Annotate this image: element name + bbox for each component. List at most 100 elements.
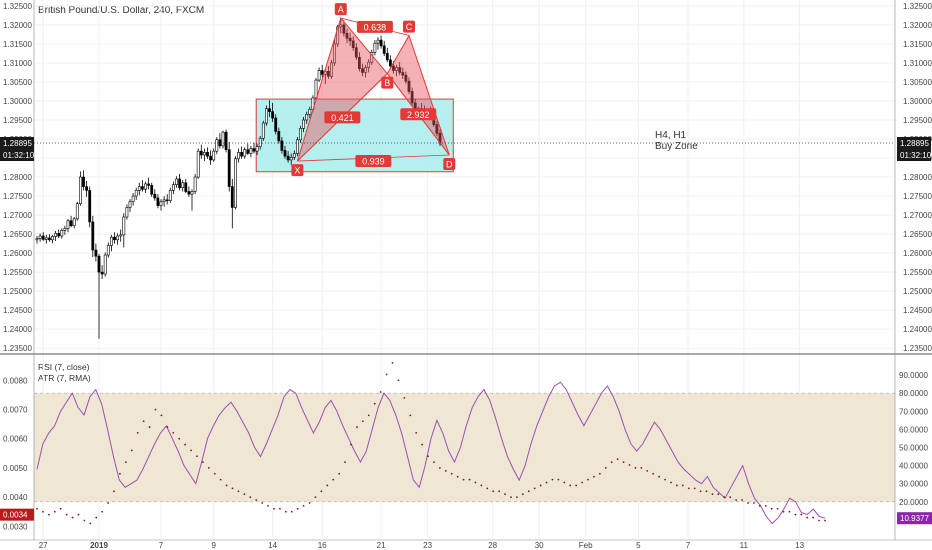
candle-body <box>234 158 237 208</box>
candle-body <box>305 113 309 121</box>
last-price-right-bg <box>897 137 931 150</box>
atr-dot <box>593 475 595 478</box>
atr-dot <box>166 426 169 428</box>
atr-dot <box>107 502 109 504</box>
price-tick-left: 1.26000 <box>3 249 32 258</box>
atr-dot <box>296 507 299 510</box>
pattern-point-b-bg <box>381 76 394 89</box>
candle-body <box>97 255 101 273</box>
price-tick-right: 1.25500 <box>903 268 932 277</box>
price-tick-right: 1.27000 <box>903 211 932 220</box>
candle-body <box>227 149 231 187</box>
candle-body <box>280 140 284 151</box>
atr-dot <box>225 484 228 487</box>
price-tick-right: 1.24000 <box>903 325 932 334</box>
candle-body <box>100 271 104 275</box>
candle-body <box>357 56 361 69</box>
candle-body <box>221 131 225 147</box>
price-tick-left: 1.31000 <box>3 59 32 68</box>
atr-dot <box>747 502 749 504</box>
atr-dot <box>302 504 305 507</box>
price-tick-left: 1.27500 <box>3 192 32 201</box>
x-tick-label: Feb <box>579 541 593 550</box>
atr-dot <box>510 496 512 499</box>
candle-body <box>333 43 337 64</box>
atr-dot <box>794 513 797 516</box>
x-tick-label: 13 <box>795 541 804 550</box>
atr-dot <box>717 493 720 496</box>
candle-body <box>91 221 95 251</box>
atr-dot <box>474 481 477 484</box>
atr-dot <box>628 464 631 466</box>
last-price-left-bg <box>0 137 34 150</box>
candle-body <box>184 182 188 192</box>
pattern-point-a-bg <box>334 3 347 16</box>
atr-dot <box>806 516 809 519</box>
atr-series <box>36 361 826 525</box>
x-tick-label: 11 <box>740 541 749 550</box>
candle-body <box>181 182 185 188</box>
atr-legend: ATR (7, RMA) <box>38 373 91 383</box>
atr-dot <box>664 478 666 481</box>
rsi-current-value: 10.9377 <box>900 514 929 523</box>
candle-body <box>345 32 349 39</box>
atr-dot <box>178 437 181 440</box>
candle-body <box>38 235 42 239</box>
candle-body <box>286 155 290 161</box>
candle-body <box>289 156 293 161</box>
atr-dot <box>521 493 524 496</box>
candle-body <box>162 199 166 203</box>
atr-dot <box>504 493 506 496</box>
atr-dot <box>456 475 459 478</box>
candle-body <box>370 52 374 63</box>
atr-dot <box>753 502 755 504</box>
atr-dot <box>201 461 204 463</box>
price-tick-left: 1.24000 <box>3 325 32 334</box>
last-price-right-timer-bg <box>897 149 931 162</box>
atr-dot <box>681 484 684 487</box>
candle-body <box>110 236 113 246</box>
price-tick-left: 1.28000 <box>3 173 32 182</box>
pattern-ratio-a-c: 0.638 <box>364 22 387 32</box>
atr-dot <box>675 484 678 487</box>
candle-body <box>144 183 147 190</box>
last-price-left-timer-bg <box>0 149 34 162</box>
atr-dot <box>575 484 578 487</box>
candle-body <box>277 131 281 142</box>
rsi-tick: 70.0000 <box>899 407 928 416</box>
x-tick-label: 23 <box>423 541 432 550</box>
atr-dot <box>237 490 240 493</box>
candle-body <box>302 119 306 129</box>
atr-dot <box>113 490 115 493</box>
candle-body <box>379 39 383 47</box>
price-tick-left: 1.31500 <box>3 40 32 49</box>
rsi-current-bg <box>897 512 932 525</box>
candle-body <box>125 207 129 218</box>
atr-dot <box>42 510 44 513</box>
candle-body <box>178 178 182 188</box>
atr-dot <box>101 510 104 513</box>
atr-dot <box>652 472 655 475</box>
price-tick-left: 1.26500 <box>3 230 32 239</box>
atr-dot <box>356 426 358 428</box>
candle-body <box>51 236 54 241</box>
atr-tick: 0.0040 <box>3 493 28 502</box>
candle-body <box>106 245 110 256</box>
x-tick-label: 30 <box>535 541 544 550</box>
candle-body <box>308 109 312 115</box>
price-tick-left: 1.27000 <box>3 211 32 220</box>
last-price-left-timer: 01:32:10 <box>3 151 35 160</box>
atr-current-bg <box>0 508 34 521</box>
atr-dot <box>415 432 418 434</box>
candle-body <box>66 220 70 229</box>
atr-tick: 0.0030 <box>3 522 28 531</box>
atr-dot <box>729 496 732 499</box>
candle-body <box>131 195 135 203</box>
candle-body <box>94 249 98 257</box>
rsi-band <box>34 392 895 503</box>
candle-body <box>354 47 358 58</box>
candle-body <box>156 197 160 206</box>
atr-dot <box>231 487 234 490</box>
harmonic-pattern[interactable]: X A B C D 0.638 0.421 2.932 0.939 <box>291 3 456 177</box>
